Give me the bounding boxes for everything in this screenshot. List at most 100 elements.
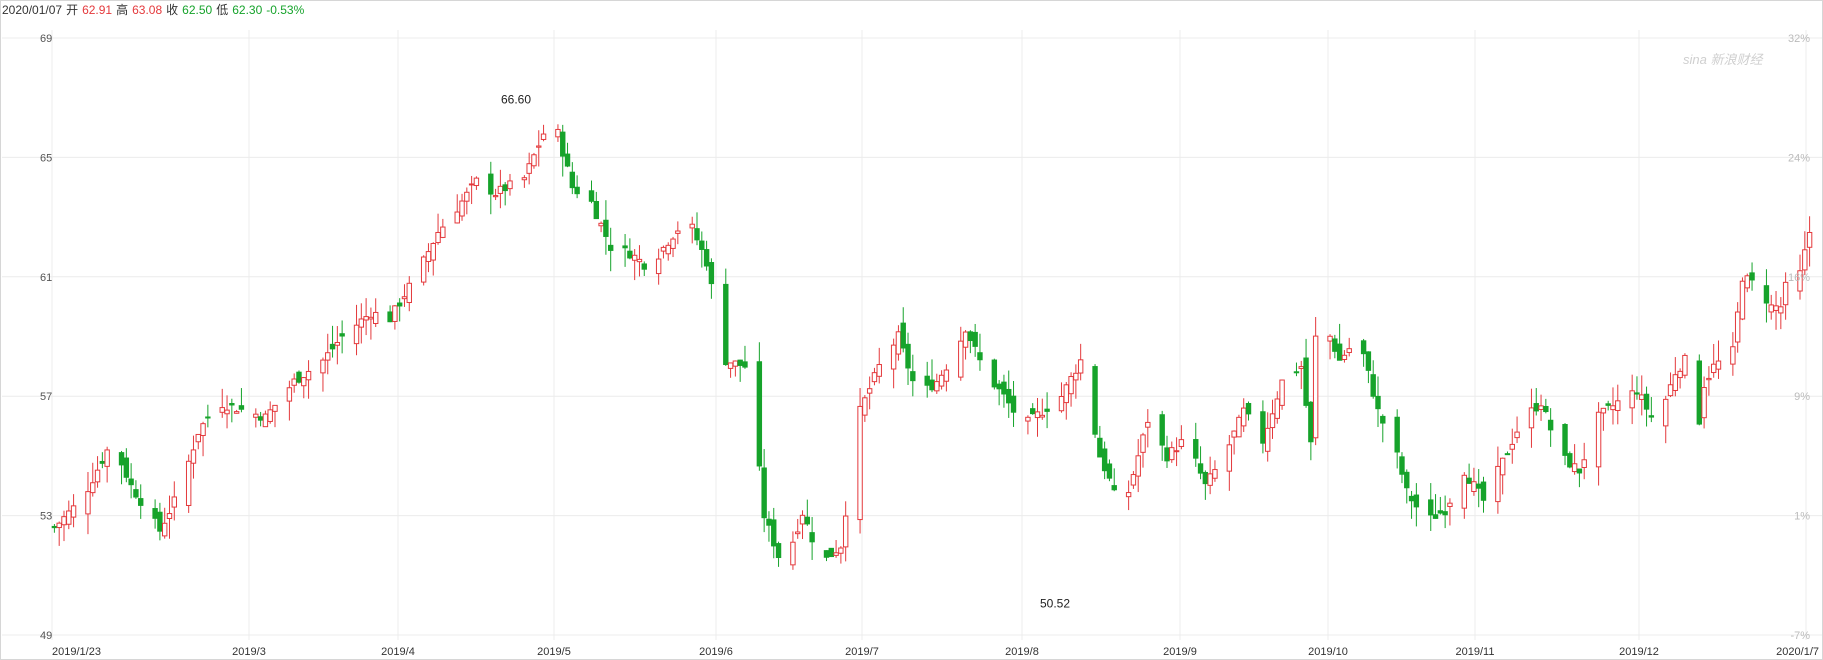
x-tick-label: 2019/11 — [1456, 646, 1495, 658]
candle — [325, 333, 331, 375]
candle — [56, 521, 62, 546]
candle — [1092, 364, 1098, 438]
candle — [492, 188, 499, 201]
candle — [334, 326, 341, 365]
candle-body — [622, 245, 628, 249]
candle-body — [1778, 306, 1784, 314]
candle — [1782, 272, 1789, 320]
pct-tick-label: 9% — [1794, 391, 1810, 403]
candle-body — [799, 514, 806, 525]
candle-body — [1202, 471, 1209, 485]
candle — [1106, 459, 1113, 482]
candle — [1744, 273, 1750, 293]
candle-body — [1706, 377, 1712, 381]
candle — [1274, 391, 1280, 424]
candle — [1466, 463, 1472, 484]
candle — [1097, 425, 1103, 458]
candle-body — [138, 498, 144, 506]
candle — [1341, 350, 1348, 363]
candle-body — [238, 405, 245, 410]
x-tick-label: 2019/6 — [699, 646, 733, 658]
candle — [1044, 392, 1050, 429]
candle-body — [1130, 474, 1137, 486]
candle-body — [555, 128, 561, 138]
candle — [1034, 397, 1041, 437]
candle — [1663, 395, 1669, 444]
candle-body — [900, 322, 906, 349]
candle-body — [699, 240, 705, 250]
candle — [1615, 384, 1621, 425]
candle-body — [588, 190, 595, 202]
candle — [1768, 294, 1774, 320]
candle — [1173, 437, 1180, 467]
candle — [420, 255, 427, 286]
candle — [118, 450, 125, 485]
candle-body — [1461, 474, 1468, 509]
candle-body — [1749, 272, 1755, 281]
candle — [1567, 451, 1573, 469]
candle-body — [1634, 392, 1640, 395]
candle-body — [1643, 393, 1650, 410]
candle — [1370, 360, 1376, 399]
candle-body — [368, 316, 374, 320]
candle — [1696, 354, 1703, 426]
candle — [502, 182, 508, 206]
candle — [1610, 387, 1616, 425]
candle — [1404, 469, 1410, 504]
candle — [699, 231, 705, 268]
candle — [670, 236, 676, 258]
candle — [742, 345, 748, 369]
candle — [224, 395, 230, 429]
candle-body — [492, 195, 499, 198]
candle — [296, 370, 302, 384]
candle — [152, 499, 158, 529]
candle-body — [1567, 453, 1573, 468]
candle-body — [1308, 401, 1314, 443]
candle — [66, 500, 72, 530]
candle-body — [1514, 431, 1520, 439]
candle-body — [560, 131, 566, 157]
candle-body — [761, 467, 767, 519]
candle-body — [1404, 471, 1410, 489]
candle — [133, 480, 139, 499]
candle — [938, 370, 945, 390]
candle — [473, 176, 480, 190]
candle — [1442, 495, 1448, 529]
candle — [521, 175, 528, 188]
candle — [603, 200, 609, 255]
candle — [1639, 375, 1645, 416]
x-tick-label: 2019/12 — [1619, 646, 1659, 658]
candle-body — [1140, 434, 1146, 453]
candle — [1130, 471, 1137, 489]
candle-body — [1341, 354, 1348, 360]
candle — [564, 142, 571, 168]
candle — [890, 338, 897, 389]
candle-body — [1576, 468, 1583, 474]
candle-body — [636, 258, 643, 263]
candle — [1504, 451, 1511, 456]
candle-body — [866, 388, 873, 394]
candle — [862, 395, 868, 422]
candle — [1380, 414, 1386, 443]
candle-body — [694, 228, 700, 241]
candle — [910, 354, 916, 397]
candle — [1193, 422, 1199, 467]
candle — [1495, 446, 1501, 514]
candle-body — [1312, 335, 1319, 439]
y-tick-label: 61 — [40, 272, 52, 284]
candle — [727, 362, 734, 378]
candle — [536, 130, 542, 167]
candle — [1001, 374, 1007, 408]
candle-body — [66, 510, 72, 525]
candle-body — [1241, 407, 1247, 427]
candle — [1010, 381, 1017, 427]
candle — [161, 507, 168, 539]
candle-body — [838, 547, 844, 554]
sina-watermark-logo: sina 新浪财经 — [1683, 52, 1764, 67]
y-tick-label: 65 — [40, 152, 52, 164]
candle — [1077, 343, 1084, 381]
candle-body — [1068, 376, 1074, 395]
candle — [301, 376, 307, 399]
candle-body — [1197, 463, 1204, 474]
